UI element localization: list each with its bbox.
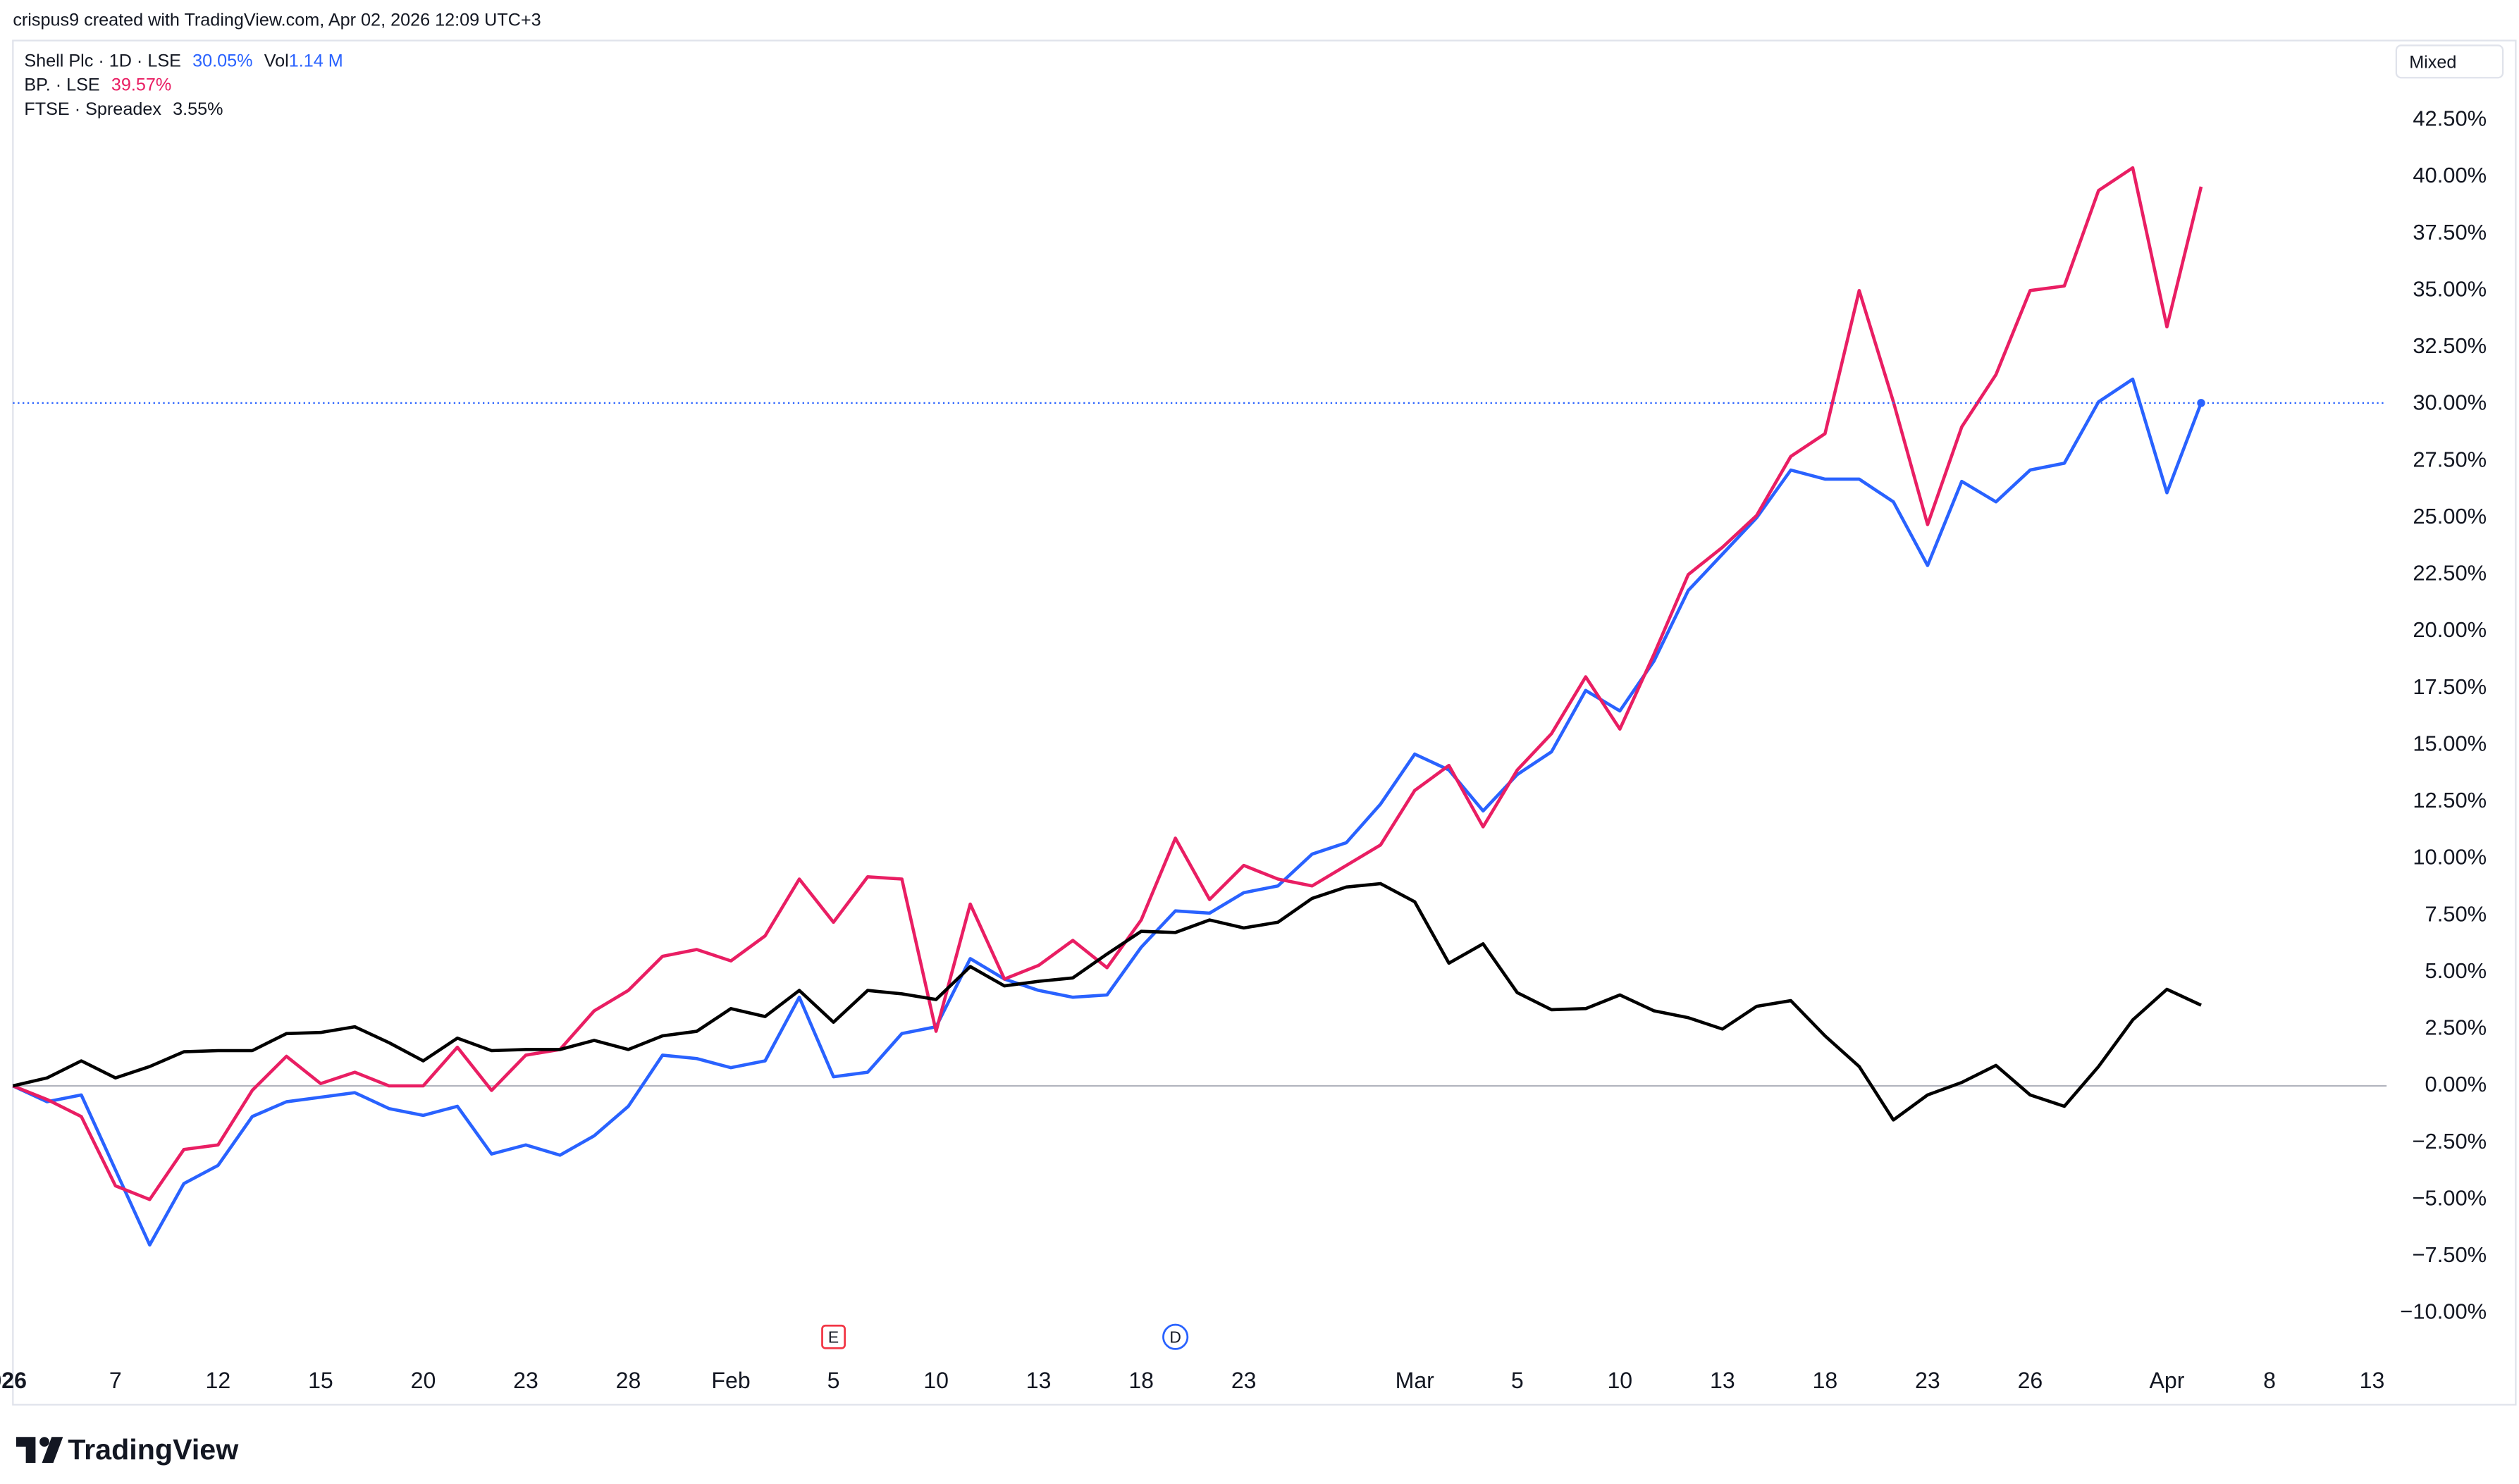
- y-tick-label: 12.50%: [2413, 788, 2487, 812]
- y-tick-label: −10.00%: [2400, 1299, 2487, 1324]
- legend-name: Shell Plc · 1D · LSE: [24, 51, 181, 70]
- y-tick-label: 17.50%: [2413, 674, 2487, 699]
- x-tick-label: 8: [2263, 1368, 2276, 1393]
- chart-title: crispus9 created with TradingView.com, A…: [13, 11, 541, 30]
- x-tick-label: 5: [1511, 1368, 1524, 1393]
- series-line: [12, 882, 2202, 1122]
- y-tick-label: 10.00%: [2413, 845, 2487, 870]
- y-tick-label: 27.50%: [2413, 447, 2487, 471]
- x-tick-label: 7: [109, 1368, 122, 1393]
- y-tick-label: 35.00%: [2413, 276, 2487, 301]
- chart-frame: [12, 39, 2517, 1406]
- legend-row: Shell Plc · 1D · LSE 30.05% Vol1.14 M: [24, 51, 343, 70]
- y-tick-label: 40.00%: [2413, 163, 2487, 187]
- legend-name: BP. · LSE: [24, 75, 99, 94]
- y-tick-label: 22.50%: [2413, 561, 2487, 586]
- x-tick-label: 20: [411, 1368, 436, 1393]
- x-tick-label: 12: [206, 1368, 231, 1393]
- series-line: [12, 377, 2203, 1247]
- legend-row: FTSE · Spreadex 3.55%: [24, 99, 223, 119]
- brand-icon-dot: [39, 1437, 49, 1447]
- x-tick-label: 10: [1607, 1368, 1632, 1393]
- y-tick-label: −5.00%: [2412, 1185, 2487, 1210]
- y-tick-label: 42.50%: [2413, 106, 2487, 131]
- y-tick-label: 0.00%: [2425, 1072, 2487, 1096]
- legend-row: BP. · LSE 39.57%: [24, 75, 171, 94]
- event-marker: [1162, 1323, 1189, 1350]
- brand-icon: [16, 1437, 63, 1463]
- x-tick-label: 28: [616, 1368, 641, 1393]
- y-tick-label: 32.50%: [2413, 333, 2487, 358]
- x-tick-label: 10: [923, 1368, 949, 1393]
- event-label: D: [1169, 1328, 1181, 1347]
- x-tick-label: 13: [1710, 1368, 1735, 1393]
- y-tick-label: 30.00%: [2413, 390, 2487, 415]
- legend-name: FTSE · Spreadex: [24, 99, 161, 119]
- legend-value: 3.55%: [173, 99, 223, 119]
- x-tick-label: 18: [1813, 1368, 1838, 1393]
- y-tick-label: 2.50%: [2425, 1015, 2487, 1040]
- legend-value: 30.05%: [192, 51, 252, 70]
- x-tick-label: 26: [2018, 1368, 2043, 1393]
- event-label: E: [828, 1328, 839, 1347]
- volume-label: Vol: [264, 51, 289, 70]
- x-tick-label: Apr: [2150, 1368, 2185, 1393]
- y-tick-label: 25.00%: [2413, 504, 2487, 528]
- y-tick-label: 5.00%: [2425, 958, 2487, 983]
- volume-value: 1.14 M: [289, 51, 343, 70]
- x-tick-label: 13: [1026, 1368, 1052, 1393]
- x-tick-label: Feb: [711, 1368, 750, 1393]
- legend-value: 39.57%: [111, 75, 171, 94]
- x-tick-label: 23: [1915, 1368, 1940, 1393]
- y-tick-label: 7.50%: [2425, 901, 2487, 926]
- x-tick-label: 5: [827, 1368, 840, 1393]
- x-tick-label: Mar: [1396, 1368, 1435, 1393]
- y-tick-label: 15.00%: [2413, 731, 2487, 755]
- series-line: [12, 166, 2203, 1201]
- event-marker: [821, 1324, 846, 1349]
- y-tick-label: 20.00%: [2413, 617, 2487, 642]
- x-tick-label: 23: [1231, 1368, 1257, 1393]
- y-tick-label: 37.50%: [2413, 220, 2487, 245]
- y-tick-label: −2.50%: [2412, 1129, 2487, 1154]
- scale-mode-button[interactable]: [2395, 44, 2504, 79]
- last-price-dot: [2197, 399, 2205, 407]
- x-tick-label: 18: [1128, 1368, 1154, 1393]
- x-tick-label: 23: [513, 1368, 538, 1393]
- x-tick-label: 15: [308, 1368, 333, 1393]
- brand-name: TradingView: [68, 1433, 239, 1466]
- y-tick-label: −7.50%: [2412, 1242, 2487, 1267]
- x-tick-label: 2026: [0, 1368, 27, 1393]
- x-tick-label: 13: [2360, 1368, 2385, 1393]
- scale-mode-label[interactable]: Mixed: [2409, 52, 2456, 72]
- brand-logo: TradingView: [16, 1433, 239, 1466]
